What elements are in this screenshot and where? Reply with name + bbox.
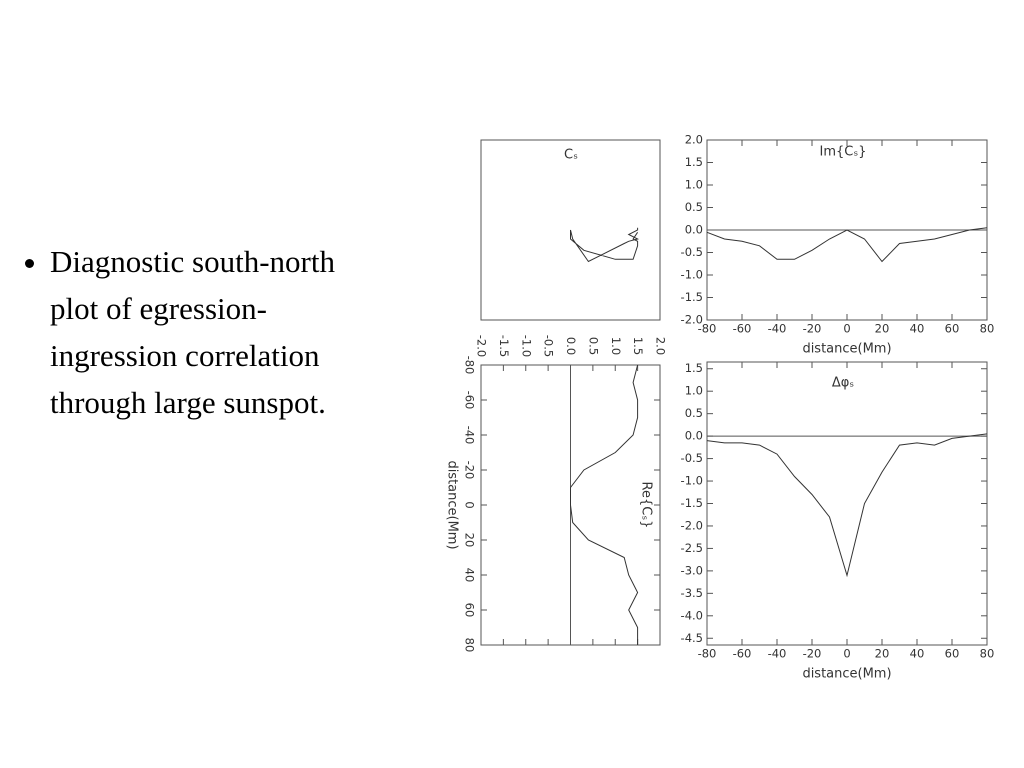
x-axis-label: distance(Mm) [802,667,891,682]
y-tick-label: 1.0 [609,337,623,355]
x-tick-label: -40 [768,647,787,661]
y-tick-label: -2.0 [475,335,489,357]
x-tick-label: 60 [945,322,960,336]
x-tick-label: 0 [463,501,477,508]
x-tick-label: 40 [463,568,477,583]
chart-title: Re{Cₛ} [639,482,654,529]
x-tick-label: 0 [843,322,850,336]
chart-title: Im{Cₛ} [820,145,867,160]
x-tick-label: 80 [463,638,477,653]
y-tick-label: 1.5 [631,337,645,355]
y-tick-label: -4.0 [681,608,703,622]
x-tick-label: -60 [733,647,752,661]
y-tick-label: -3.0 [681,563,703,577]
y-tick-label: -0.5 [542,335,556,357]
x-tick-label: -80 [698,322,717,336]
chart-title: Cₛ [564,148,578,163]
bullet-line: through large sunspot. [50,385,326,420]
x-tick-label: 40 [910,647,925,661]
x-tick-label: 20 [463,533,477,548]
y-tick-label: -4.5 [681,631,703,645]
bullet-item: Diagnostic south-north plot of egression… [50,238,335,426]
y-tick-label: -1.0 [681,474,703,488]
y-tick-label: 0.5 [685,200,703,214]
x-tick-label: 60 [945,647,960,661]
y-tick-label: 1.0 [685,178,703,192]
bullet-list: Diagnostic south-north plot of egression… [10,238,335,426]
bullet-line: ingression correlation [50,338,320,373]
x-tick-label: -40 [463,426,477,445]
data-line [570,227,640,263]
x-tick-label: 80 [980,322,995,336]
plot-frame [706,361,988,646]
y-tick-label: 2.0 [654,337,668,355]
data-line [706,227,988,263]
x-tick-label: 60 [463,603,477,618]
x-tick-label: -80 [698,647,717,661]
y-tick-label: 0.0 [685,223,703,237]
x-tick-label: 40 [910,322,925,336]
x-tick-label: -20 [463,461,477,480]
y-tick-label: 1.5 [685,361,703,375]
y-tick-label: -1.5 [681,290,703,304]
y-tick-label: -1.5 [497,335,511,357]
x-tick-label: -60 [463,391,477,410]
y-tick-label: 1.0 [685,384,703,398]
y-tick-label: -2.0 [681,313,703,327]
x-tick-label: -20 [803,647,822,661]
x-axis-label: distance(Mm) [445,460,460,549]
x-tick-label: -20 [803,322,822,336]
x-tick-label: 20 [875,322,890,336]
y-tick-label: -1.0 [681,268,703,282]
y-tick-label: -0.5 [681,245,703,259]
x-tick-label: 80 [980,647,995,661]
y-tick-label: -1.5 [681,496,703,510]
data-line [706,433,988,578]
x-tick-label: 20 [875,647,890,661]
x-tick-label: -40 [768,322,787,336]
y-tick-label: 0.5 [685,406,703,420]
y-tick-label: -1.0 [519,335,533,357]
plot-frame [480,139,661,321]
x-tick-label: -60 [733,322,752,336]
y-tick-label: 0.5 [586,337,600,355]
x-tick-label: 0 [843,647,850,661]
y-tick-label: -3.5 [681,586,703,600]
x-tick-label: -80 [463,356,477,375]
y-tick-label: 1.5 [685,155,703,169]
y-tick-label: 0.0 [685,429,703,443]
y-tick-label: 2.0 [685,133,703,147]
y-tick-label: -2.5 [681,541,703,555]
x-axis-label: distance(Mm) [802,342,891,357]
data-line [570,364,639,645]
y-tick-label: 0.0 [564,337,578,355]
y-tick-label: -2.0 [681,518,703,532]
y-tick-label: -0.5 [681,451,703,465]
bullet-line: plot of egression- [50,291,267,326]
bullet-line: Diagnostic south-north [50,244,335,279]
chart-title: Δφₛ [832,376,854,391]
